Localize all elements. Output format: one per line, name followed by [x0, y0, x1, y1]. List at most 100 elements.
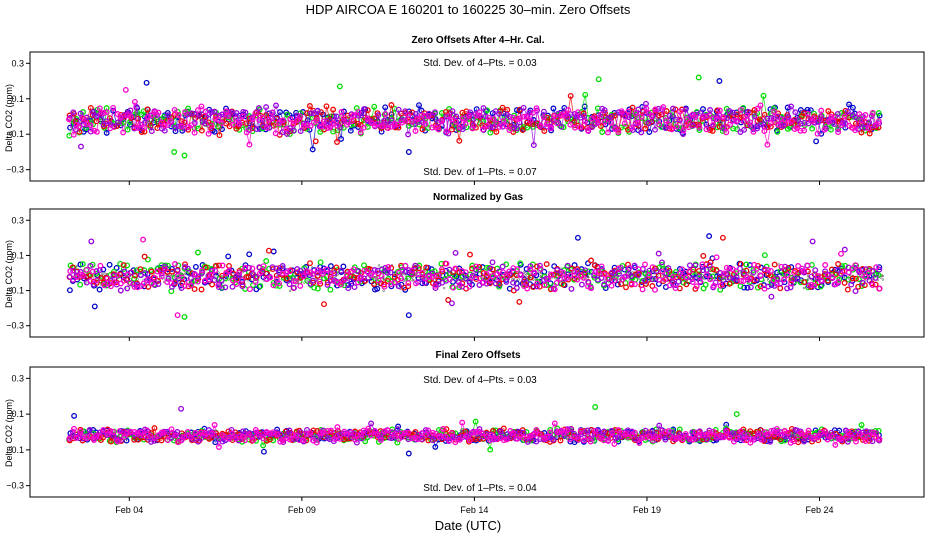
- std-dev-1pts-final: Std. Dev. of 1–Pts. = 0.04: [423, 483, 537, 494]
- data-point: [416, 102, 422, 109]
- data-point: [127, 113, 134, 120]
- data-point: [496, 274, 503, 281]
- data-point: [290, 127, 297, 134]
- data-point: [242, 264, 249, 271]
- outlier-point: [706, 233, 713, 240]
- data-point: [73, 274, 80, 281]
- data-point: [855, 283, 862, 290]
- data-point: [686, 262, 693, 269]
- data-point: [323, 103, 330, 110]
- data-point: [760, 92, 767, 99]
- data-point: [852, 275, 859, 282]
- outlier-point: [260, 448, 267, 455]
- y-tick-label: −0.3: [6, 165, 24, 175]
- data-point: [862, 266, 869, 273]
- data-point: [618, 108, 625, 115]
- data-point: [821, 271, 828, 278]
- data-point: [382, 111, 389, 118]
- data-point: [345, 285, 352, 292]
- data-point: [155, 281, 162, 287]
- data-point: [543, 261, 550, 268]
- data-point: [469, 125, 476, 132]
- data-point: [782, 263, 789, 270]
- data-point: [484, 122, 490, 129]
- data-point: [387, 269, 394, 276]
- data-point: [700, 113, 707, 120]
- data-point: [680, 131, 687, 137]
- data-point: [181, 282, 188, 289]
- data-point: [320, 118, 327, 125]
- data-point: [781, 116, 788, 123]
- data-point: [733, 274, 740, 281]
- data-point: [540, 114, 547, 121]
- data-point: [598, 263, 605, 270]
- data-point: [771, 108, 778, 115]
- data-point: [856, 111, 863, 118]
- data-point: [866, 277, 873, 284]
- data-point: [467, 109, 474, 116]
- data-point: [784, 272, 791, 278]
- data-point: [615, 129, 622, 135]
- data-point: [523, 113, 530, 120]
- data-point: [100, 266, 107, 273]
- data-point: [697, 278, 704, 285]
- gas-point: [806, 278, 810, 281]
- data-point: [801, 279, 808, 286]
- data-point: [141, 253, 148, 260]
- data-point: [283, 125, 290, 132]
- data-point: [324, 118, 330, 125]
- data-point: [172, 261, 178, 267]
- data-point: [343, 271, 350, 278]
- data-point: [514, 266, 521, 273]
- data-point: [720, 114, 726, 121]
- gas-point: [382, 278, 386, 281]
- data-point: [652, 276, 659, 282]
- y-tick-label: 0.3: [11, 58, 24, 68]
- data-point: [198, 103, 205, 110]
- data-point: [168, 280, 175, 287]
- data-point: [304, 110, 311, 117]
- data-point: [443, 128, 450, 135]
- outlier-point: [122, 86, 129, 93]
- data-point: [124, 285, 131, 292]
- data-point: [155, 277, 162, 284]
- gas-point: [603, 279, 607, 282]
- data-point: [483, 280, 490, 287]
- data-point: [348, 278, 355, 285]
- data-point: [598, 275, 605, 281]
- data-point: [104, 275, 111, 282]
- data-point: [348, 280, 355, 287]
- data-point: [601, 271, 608, 278]
- data-point: [628, 280, 635, 287]
- data-point: [215, 117, 222, 123]
- data-point: [171, 106, 178, 113]
- data-point: [110, 268, 117, 275]
- data-point: [229, 283, 236, 290]
- data-point: [219, 262, 226, 269]
- data-point: [703, 112, 710, 119]
- data-point: [185, 105, 192, 112]
- data-point: [619, 276, 626, 283]
- data-point: [811, 282, 818, 289]
- data-point: [560, 281, 567, 288]
- data-point: [232, 115, 239, 122]
- data-point: [66, 273, 73, 280]
- data-point: [355, 279, 361, 286]
- panel-final: Final Zero Offsets 0.30.1−0.1−0.3 Delta …: [4, 350, 925, 501]
- y-tick-label: −0.3: [6, 321, 24, 331]
- data-point: [402, 117, 409, 124]
- data-point: [548, 271, 555, 278]
- data-point: [872, 274, 879, 281]
- data-point: [811, 115, 818, 122]
- data-point: [510, 279, 517, 286]
- data-point: [585, 127, 591, 134]
- data-point: [137, 121, 144, 128]
- data-point: [740, 278, 747, 284]
- data-point: [541, 128, 548, 134]
- data-point: [165, 122, 171, 129]
- data-point: [785, 265, 792, 271]
- panel-title-final: Final Zero Offsets: [435, 350, 520, 361]
- data-point: [631, 281, 638, 288]
- data-point: [713, 266, 720, 273]
- data-point: [290, 274, 296, 281]
